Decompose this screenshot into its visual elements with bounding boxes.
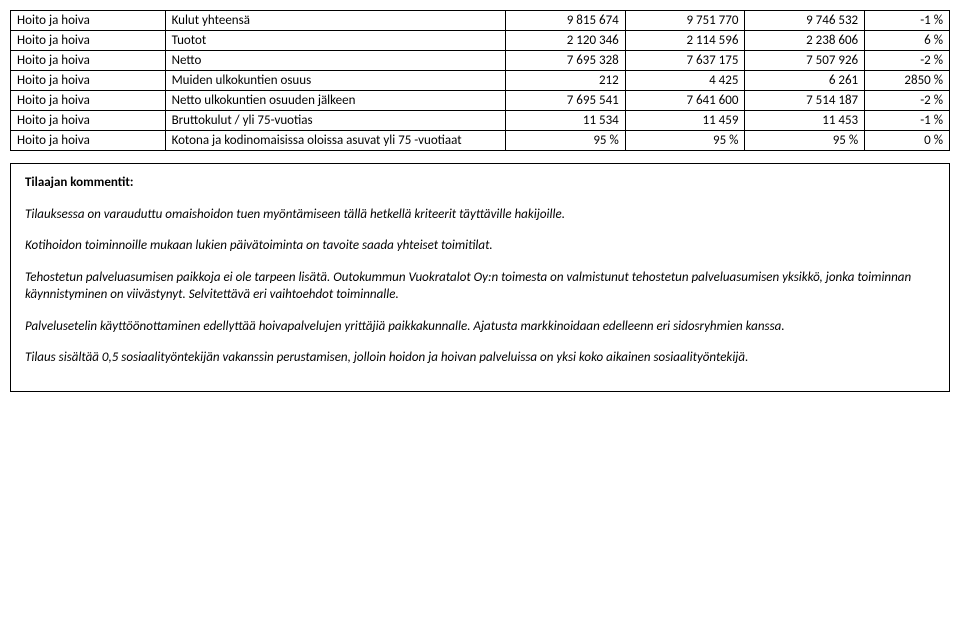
comment-paragraph: Tilauksessa on varauduttu omaishoidon tu… [25,206,935,224]
table-cell: 7 641 600 [625,91,745,111]
table-cell: 7 514 187 [745,91,865,111]
table-cell: Hoito ja hoiva [11,11,166,31]
table-cell: 4 425 [625,71,745,91]
table-cell: Tuotot [165,31,506,51]
table-body: Hoito ja hoivaKulut yhteensä9 815 6749 7… [11,11,950,151]
table-cell: 7 637 175 [625,51,745,71]
comments-heading: Tilaajan kommentit: [25,174,935,192]
table-cell: Hoito ja hoiva [11,91,166,111]
comment-paragraph: Tilaus sisältää 0,5 sosiaalityöntekijän … [25,349,935,367]
table-row: Hoito ja hoivaBruttokulut / yli 75-vuoti… [11,111,950,131]
table-cell: Hoito ja hoiva [11,31,166,51]
table-cell: 6 261 [745,71,865,91]
table-cell: Bruttokulut / yli 75-vuotias [165,111,506,131]
table-row: Hoito ja hoivaKotona ja kodinomaisissa o… [11,131,950,151]
table-cell: 2 114 596 [625,31,745,51]
table-cell: Netto [165,51,506,71]
table-cell: 7 507 926 [745,51,865,71]
comment-paragraph: Tehostetun palveluasumisen paikkoja ei o… [25,269,935,304]
comment-paragraph: Palvelusetelin käyttöönottaminen edellyt… [25,318,935,336]
table-cell: -1 % [865,111,950,131]
table-cell: 2850 % [865,71,950,91]
table-cell: 9 746 532 [745,11,865,31]
table-cell: 11 453 [745,111,865,131]
table-row: Hoito ja hoivaMuiden ulkokuntien osuus21… [11,71,950,91]
table-cell: 11 459 [625,111,745,131]
table-row: Hoito ja hoivaNetto7 695 3287 637 1757 5… [11,51,950,71]
table-cell: 95 % [745,131,865,151]
table-cell: 0 % [865,131,950,151]
table-cell: -1 % [865,11,950,31]
table-cell: 9 815 674 [506,11,626,31]
comment-paragraph: Kotihoidon toiminnoille mukaan lukien pä… [25,237,935,255]
table-cell: Hoito ja hoiva [11,131,166,151]
table-cell: 11 534 [506,111,626,131]
table-cell: Muiden ulkokuntien osuus [165,71,506,91]
table-cell: -2 % [865,91,950,111]
table-cell: 95 % [506,131,626,151]
table-row: Hoito ja hoivaNetto ulkokuntien osuuden … [11,91,950,111]
table-cell: Kotona ja kodinomaisissa oloissa asuvat … [165,131,506,151]
table-row: Hoito ja hoivaKulut yhteensä9 815 6749 7… [11,11,950,31]
table-cell: 95 % [625,131,745,151]
table-cell: 212 [506,71,626,91]
table-cell: 7 695 541 [506,91,626,111]
table-cell: 6 % [865,31,950,51]
table-cell: Kulut yhteensä [165,11,506,31]
table-cell: Hoito ja hoiva [11,51,166,71]
table-row: Hoito ja hoivaTuotot2 120 3462 114 5962 … [11,31,950,51]
table-cell: 7 695 328 [506,51,626,71]
table-cell: 2 120 346 [506,31,626,51]
comments-box: Tilaajan kommentit: Tilauksessa on varau… [10,163,950,392]
data-table: Hoito ja hoivaKulut yhteensä9 815 6749 7… [10,10,950,151]
table-cell: Hoito ja hoiva [11,111,166,131]
table-cell: Netto ulkokuntien osuuden jälkeen [165,91,506,111]
table-cell: 9 751 770 [625,11,745,31]
table-cell: Hoito ja hoiva [11,71,166,91]
table-cell: 2 238 606 [745,31,865,51]
table-cell: -2 % [865,51,950,71]
comments-paragraphs: Tilauksessa on varauduttu omaishoidon tu… [25,206,935,367]
